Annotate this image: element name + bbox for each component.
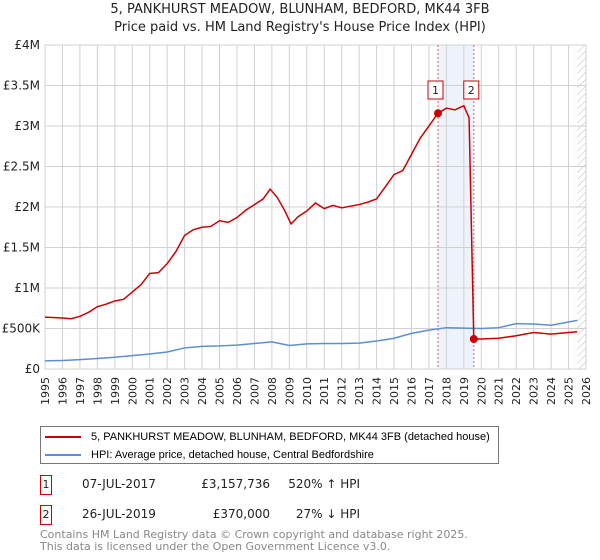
legend: 5, PANKHURST MEADOW, BLUNHAM, BEDFORD, M… (40, 426, 499, 464)
marker-badge: 2 (40, 505, 52, 525)
y-tick-label: £0 (25, 362, 40, 376)
y-tick-label: £1M (14, 281, 40, 295)
x-tick-label: 2017 (423, 377, 436, 405)
legend-item-hpi: HPI: Average price, detached house, Cent… (41, 446, 374, 463)
transaction-row: 2 26-JUL-2019 £370,000 27% ↓ HPI (40, 505, 360, 525)
y-tick-label: £2.5M (3, 160, 40, 174)
y-tick-label: £3.5M (3, 79, 40, 93)
sale-marker-label: 1 (432, 84, 439, 97)
legend-swatch-blue (45, 453, 81, 456)
legend-item-price: 5, PANKHURST MEADOW, BLUNHAM, BEDFORD, M… (41, 428, 490, 445)
x-tick-label: 2015 (388, 377, 401, 405)
y-tick-label: £1.5M (3, 241, 40, 255)
transaction-hpi-delta: 27% ↓ HPI (295, 507, 360, 521)
footer-line-1: Contains HM Land Registry data © Crown c… (40, 528, 468, 541)
legend-label-price: 5, PANKHURST MEADOW, BLUNHAM, BEDFORD, M… (91, 430, 490, 443)
x-tick-label: 2011 (318, 377, 331, 405)
x-tick-label: 2008 (266, 377, 279, 405)
x-tick-label: 2010 (301, 377, 314, 405)
x-tick-label: 1997 (74, 377, 87, 405)
x-tick-label: 1996 (56, 377, 69, 405)
hpi-line (44, 319, 578, 362)
x-tick-label: 2023 (528, 377, 541, 405)
x-tick-label: 2014 (371, 377, 384, 405)
x-tick-label: 2003 (179, 377, 192, 405)
x-tick-label: 2024 (545, 377, 558, 405)
x-tick-label: 2026 (580, 377, 593, 405)
sale-marker-badge (463, 80, 480, 100)
marker-badge: 1 (40, 475, 52, 495)
chart-title: 5, PANKHURST MEADOW, BLUNHAM, BEDFORD, M… (110, 2, 490, 17)
sale-marker-badge (427, 80, 444, 100)
x-tick-label: 2018 (440, 377, 453, 405)
y-tick-label: £4M (14, 38, 40, 52)
y-tick-label: £2M (14, 200, 40, 214)
x-tick-label: 2007 (248, 377, 261, 405)
x-tick-label: 2013 (353, 377, 366, 405)
y-tick-label: £500K (2, 322, 42, 336)
transaction-date: 07-JUL-2017 (82, 477, 156, 491)
x-tick-label: 1995 (39, 377, 52, 405)
x-tick-label: 2005 (214, 377, 227, 405)
x-tick-label: 2001 (144, 377, 157, 405)
transaction-date: 26-JUL-2019 (82, 507, 156, 521)
sale-marker-dot (469, 335, 478, 344)
y-tick-label: £3M (14, 119, 40, 133)
footer: Contains HM Land Registry data © Crown c… (40, 529, 468, 553)
x-tick-label: 2025 (563, 377, 576, 405)
x-tick-label: 1999 (109, 377, 122, 405)
price-paid-line (44, 104, 578, 340)
x-tick-label: 2002 (161, 377, 174, 405)
transaction-hpi-delta: 520% ↑ HPI (288, 477, 360, 491)
x-tick-label: 2000 (126, 377, 139, 405)
footer-line-2: This data is licensed under the Open Gov… (40, 540, 391, 553)
x-tick-label: 2016 (405, 377, 418, 405)
x-tick-label: 2020 (475, 377, 488, 405)
plot-area: 1995 1996 1997 1998 1999 2000 2001 2002 2003 2004… (2, 38, 593, 405)
sale-marker-label: 2 (468, 84, 475, 97)
x-tick-label: 2006 (231, 377, 244, 405)
x-tick-label: 2012 (336, 377, 349, 405)
sale-marker-dot (434, 109, 443, 118)
x-tick-label: 2009 (283, 377, 296, 405)
chart-subtitle: Price paid vs. HM Land Registry's House … (114, 20, 486, 35)
x-tick-label: 2022 (510, 377, 523, 405)
x-tick-label: 2021 (493, 377, 506, 405)
x-tick-label: 2004 (196, 377, 209, 405)
legend-label-hpi: HPI: Average price, detached house, Cent… (91, 448, 374, 461)
x-tick-label: 1998 (91, 377, 104, 405)
x-tick-label: 2019 (458, 377, 471, 405)
legend-swatch-red (45, 435, 81, 438)
transaction-row: 1 07-JUL-2017 £3,157,736 520% ↑ HPI (40, 475, 360, 495)
transaction-price: £370,000 (212, 507, 270, 521)
transaction-price: £3,157,736 (201, 477, 270, 491)
